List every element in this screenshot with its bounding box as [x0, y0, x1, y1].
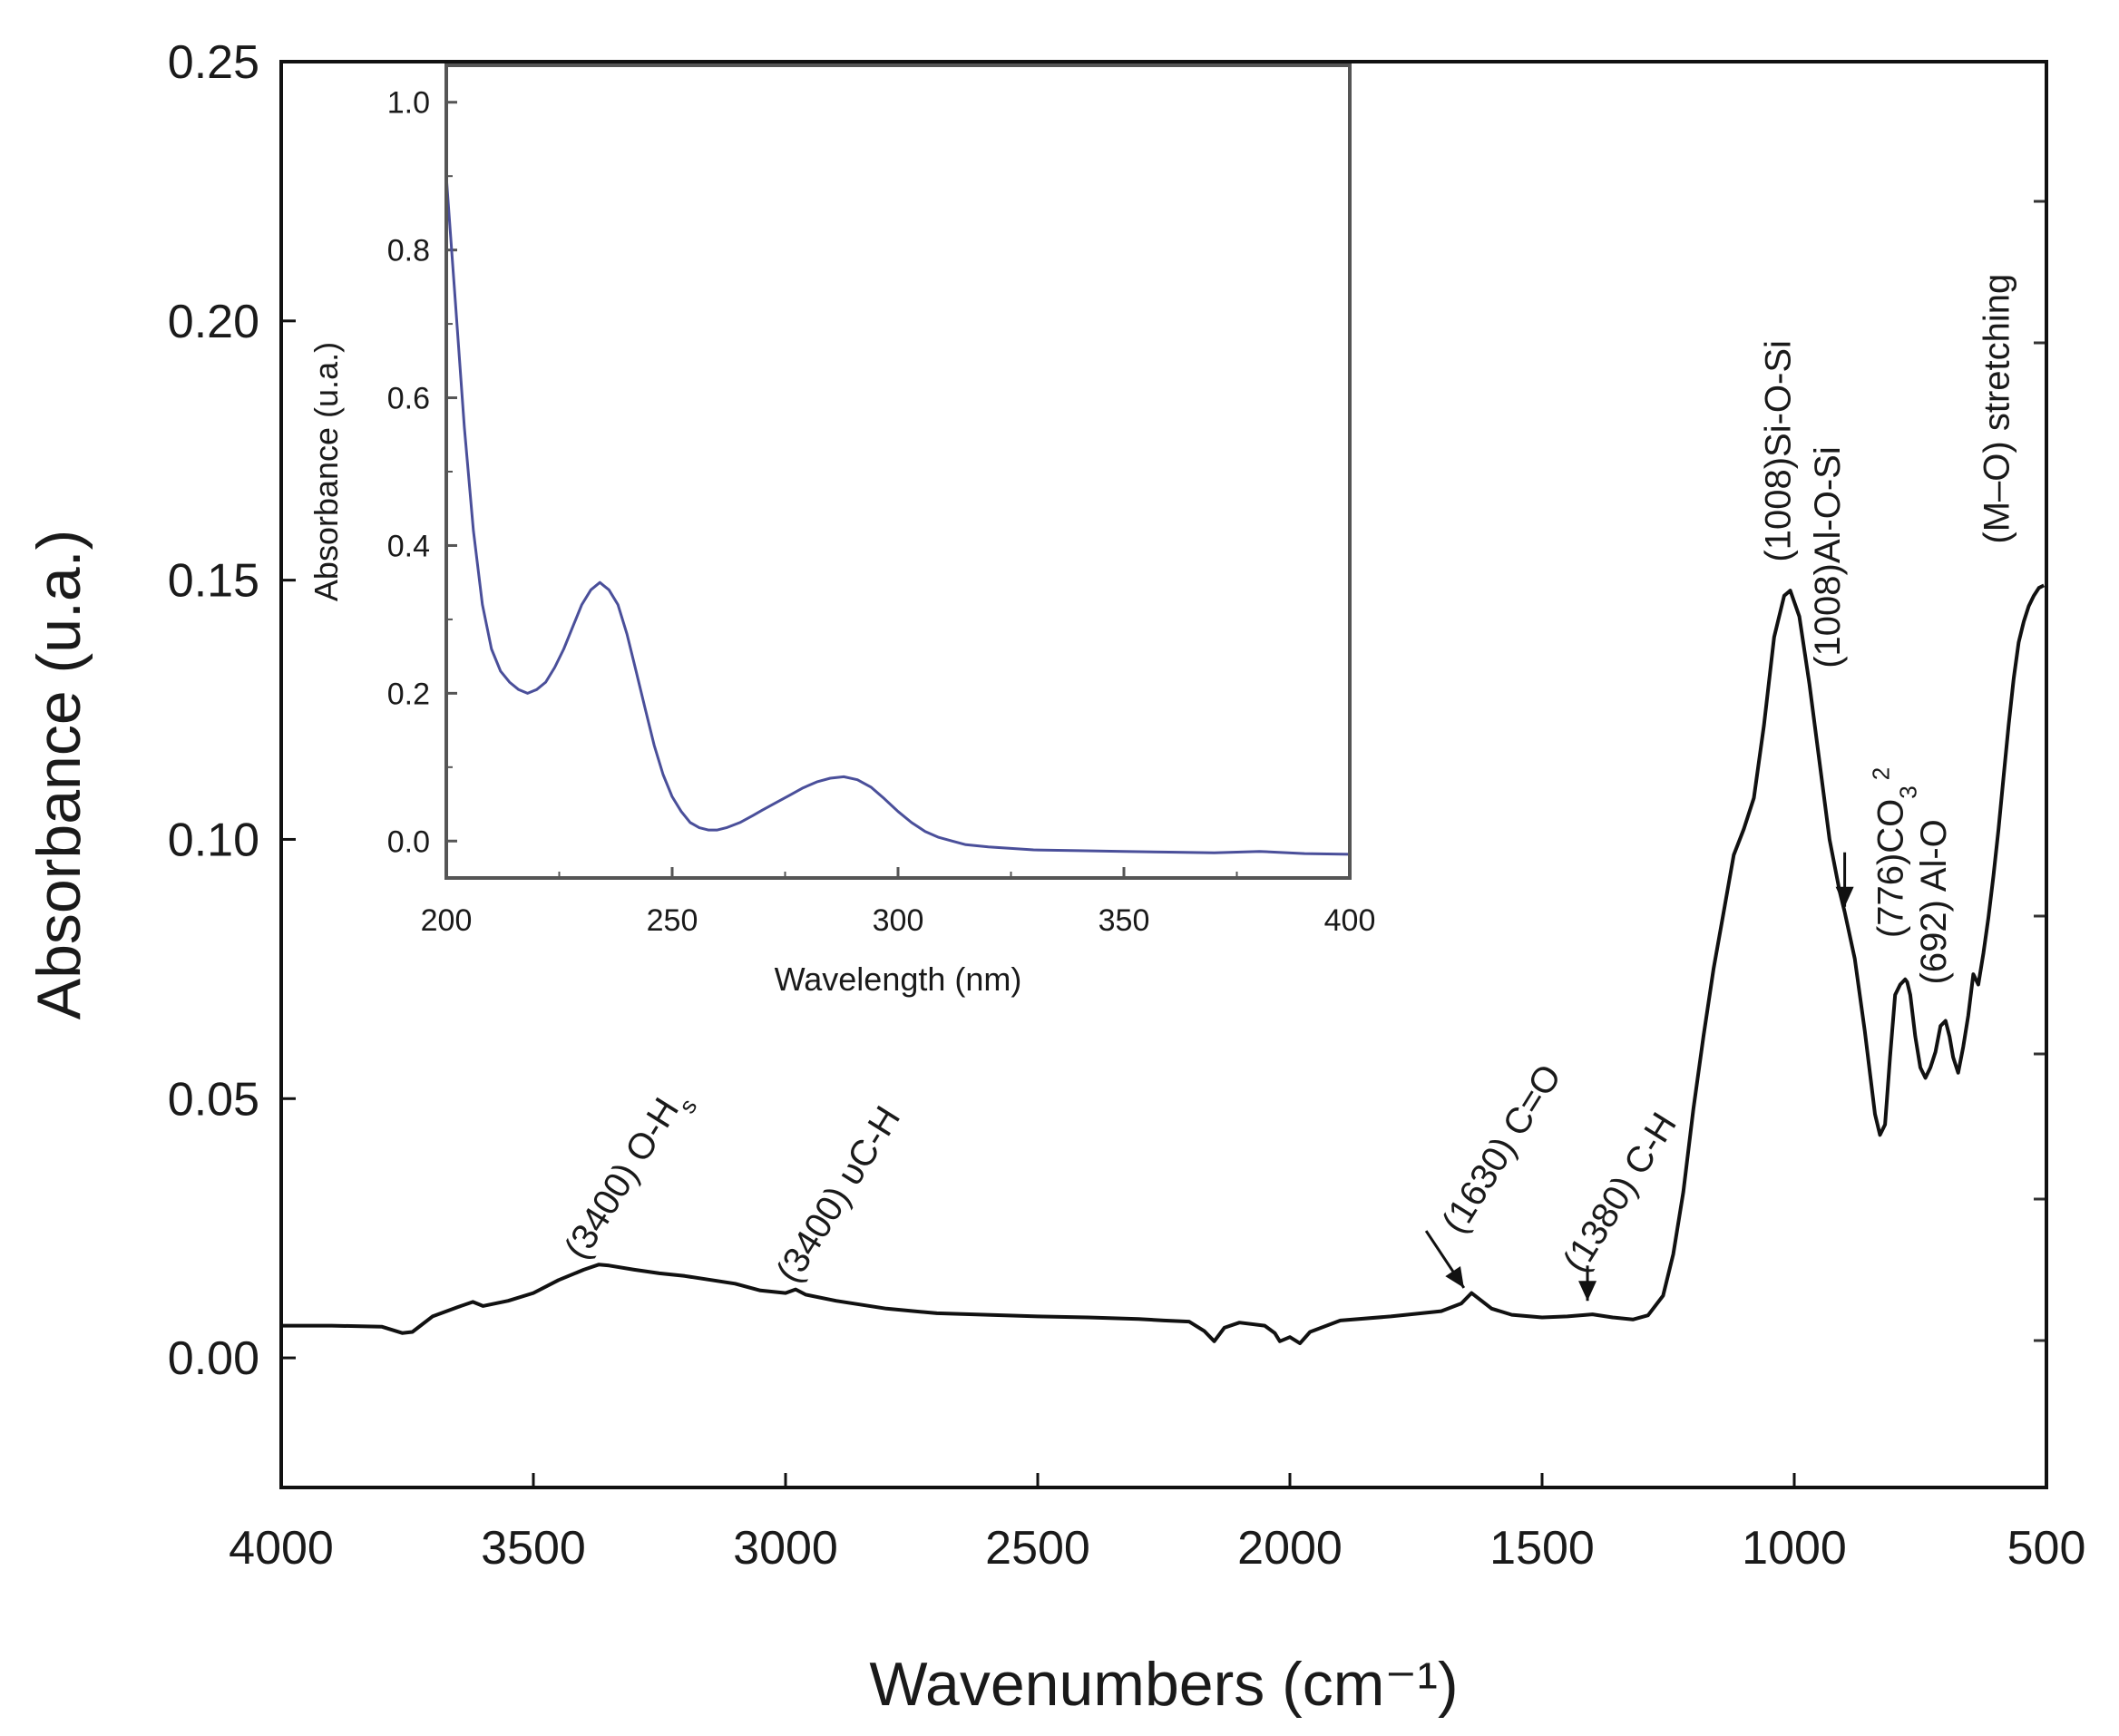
main-y-tick-label: 0.25 [168, 36, 259, 89]
main-x-tick-label: 3500 [481, 1522, 586, 1575]
inset-x-ticks: 200 250 300 350 400 [421, 867, 1376, 938]
inset-plot-frame [444, 63, 1352, 880]
main-y-axis-title: Absorbance (u.a.) [24, 530, 93, 1020]
inset-x-tick-label: 300 [873, 903, 924, 938]
annotation-arrow-head [1835, 886, 1854, 907]
main-x-tick-label: 3000 [733, 1522, 838, 1575]
main-y-ticks: 0.00 0.05 0.10 0.15 0.20 0.25 [168, 36, 296, 1385]
inset-y-tick-label: 0.2 [387, 677, 430, 711]
inset-y-tick-label: 0.6 [387, 382, 430, 416]
inset-x-tick-label: 250 [647, 903, 698, 938]
peak-annotation: (3400) O-Hs [557, 1081, 702, 1272]
inset-series-line [444, 176, 1351, 856]
main-x-tick-label: 2500 [985, 1522, 1090, 1575]
inset-x-axis-title: Wavelength (nm) [775, 961, 1022, 998]
inset-y-axis-title: Absorbance (u.a.) [308, 342, 345, 601]
peak-annotation: (1008)Al-O-Si [1808, 446, 1848, 668]
inset-y-tick-label: 1.0 [387, 86, 430, 121]
main-x-tick-label: 500 [2007, 1522, 2086, 1575]
main-y-tick-label: 0.20 [168, 296, 259, 348]
main-x-tick-label: 1000 [1742, 1522, 1847, 1575]
peak-annotation: (692) Al-O [1914, 819, 1954, 984]
inset-y-tick-label: 0.0 [387, 824, 430, 859]
main-x-tick-label: 2000 [1237, 1522, 1343, 1575]
main-arrows [1424, 852, 1854, 1302]
inset-x-tick-label: 350 [1099, 903, 1150, 938]
annotation-arrow-head [1445, 1266, 1464, 1288]
inset-x-tick-label: 400 [1324, 903, 1376, 938]
main-y-tick-label: 0.00 [168, 1332, 259, 1385]
peak-annotation: (776)CO32 [1868, 767, 1922, 938]
inset-x-tick-label: 200 [421, 903, 473, 938]
main-plot-frame [279, 60, 2048, 1489]
inset-background [446, 65, 1350, 878]
annotation-arrow-head [1578, 1281, 1597, 1302]
main-x-ticks: 4000 3500 3000 2500 2000 1500 1000 500 [229, 1473, 2085, 1575]
inset-y-tick-label: 0.8 [387, 234, 430, 268]
peak-annotation: (1008)Si-O-Si [1759, 340, 1799, 562]
main-y-tick-label: 0.05 [168, 1073, 259, 1126]
main-x-axis-title: Wavenumbers (cm⁻¹) [869, 1650, 1458, 1719]
inset-chart: 0.0 0.2 0.4 0.6 0.8 1.0 200 250 300 350 400 Wavel… [308, 63, 1376, 998]
peak-annotation: (1380) C-H [1556, 1106, 1684, 1279]
inset-y-tick-label: 0.4 [387, 529, 430, 563]
peak-annotation: (M–O) stretching [1977, 274, 2016, 544]
main-x-tick-label: 4000 [229, 1522, 334, 1575]
main-series-line [281, 583, 2046, 1346]
main-right-axis-ticks [2034, 200, 2046, 1342]
peak-annotation: (3400) υC-H [768, 1099, 908, 1290]
peak-annotation: (1630) C=O [1434, 1058, 1569, 1240]
main-y-tick-label: 0.15 [168, 555, 259, 608]
main-y-tick-label: 0.10 [168, 814, 259, 866]
main-x-tick-label: 1500 [1489, 1522, 1595, 1575]
